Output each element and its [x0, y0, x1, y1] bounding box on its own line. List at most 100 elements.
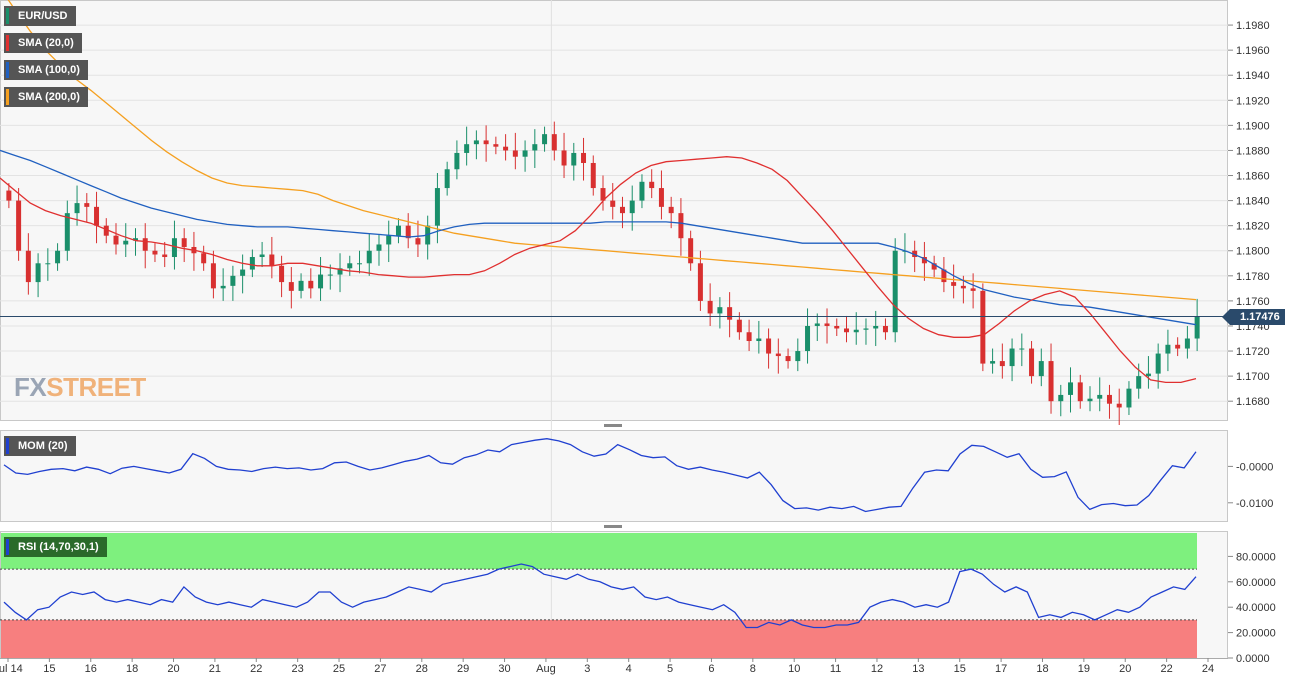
candle-body — [483, 140, 489, 145]
candle-body — [863, 328, 869, 330]
legend-eurusd[interactable]: EUR/USD — [4, 6, 76, 26]
candle-body — [590, 162, 596, 189]
candle-body — [1087, 398, 1093, 402]
y-tick-label: 1.1680 — [1236, 396, 1270, 408]
y-tick-label: 1.1700 — [1236, 371, 1270, 383]
legend-sma100[interactable]: SMA (100,0) — [4, 60, 88, 80]
y-tick-label: 1.1780 — [1236, 271, 1270, 283]
candle-body — [259, 254, 265, 258]
candle-body — [64, 213, 70, 251]
candle-body — [814, 323, 820, 326]
candle-body — [220, 285, 226, 289]
x-tick-label: Aug — [536, 663, 556, 675]
x-tick-label: 18 — [126, 663, 138, 675]
candle-body — [298, 280, 304, 291]
candle-body — [775, 353, 781, 357]
candle-body — [532, 144, 538, 151]
candle-body — [1068, 382, 1074, 395]
x-tick-label: 12 — [871, 663, 883, 675]
legend-sma20[interactable]: SMA (20,0) — [4, 33, 82, 53]
candle-body — [1116, 403, 1122, 408]
candle-body — [171, 238, 177, 258]
candle-body — [132, 238, 138, 241]
candle-body — [473, 140, 479, 145]
candle-body — [55, 250, 61, 264]
candle-body — [892, 250, 898, 333]
candle-body — [434, 188, 440, 226]
x-tick-label: 25 — [333, 663, 345, 675]
candle-body — [882, 325, 888, 333]
candle-body — [415, 238, 421, 245]
y-tick-label: 1.1800 — [1236, 246, 1270, 258]
rsi-line — [3, 563, 1197, 629]
x-tick-label: 28 — [416, 663, 428, 675]
candle-body — [1106, 394, 1112, 404]
candle-body — [1029, 348, 1035, 377]
rsi-y-tick-label: 20.0000 — [1236, 628, 1276, 640]
x-tick-label: 16 — [85, 663, 97, 675]
candle-body — [746, 332, 752, 342]
candle-body — [795, 351, 801, 362]
candle-body — [834, 325, 840, 329]
rsi-overbought-zone — [1, 533, 1197, 570]
candle-body — [921, 257, 927, 264]
x-tick-label: 17 — [995, 663, 1007, 675]
candle-body — [45, 263, 51, 265]
candle-body — [785, 356, 791, 362]
legend-rsi[interactable]: RSI (14,70,30,1) — [4, 537, 107, 557]
candle-body — [619, 206, 625, 214]
x-tick-label: 8 — [750, 663, 756, 675]
candle-body — [736, 319, 742, 333]
candle-body — [123, 240, 129, 245]
candle-body — [279, 265, 285, 283]
y-tick-label: 1.1820 — [1236, 221, 1270, 233]
candle-body — [668, 206, 674, 214]
candle-body — [454, 152, 460, 170]
candle-body — [571, 152, 577, 166]
candle-body — [649, 181, 655, 189]
candle-body — [756, 338, 762, 342]
y-tick-label: 1.1920 — [1236, 95, 1270, 107]
legend-mom-label: MOM (20) — [18, 440, 68, 452]
y-tick-label: 1.1760 — [1236, 296, 1270, 308]
candle-body — [74, 203, 80, 214]
candle-body — [1165, 344, 1171, 354]
rsi-y-tick-label: 80.0000 — [1236, 551, 1276, 563]
candle-body — [1175, 344, 1181, 349]
candle-body — [1058, 394, 1064, 402]
candle-body — [16, 200, 22, 251]
candle-body — [561, 150, 567, 166]
candle-body — [210, 263, 216, 289]
x-tick-label: 22 — [250, 663, 262, 675]
candle-body — [405, 225, 411, 239]
candle-body — [941, 269, 947, 283]
candle-body — [201, 253, 207, 264]
legend-mom[interactable]: MOM (20) — [4, 436, 76, 456]
logo-part1: FX — [14, 372, 47, 402]
legend-sma200[interactable]: SMA (200,0) — [4, 87, 88, 107]
x-tick-label: 15 — [43, 663, 55, 675]
candle-body — [990, 361, 996, 364]
x-tick-label: 21 — [209, 663, 221, 675]
candle-body — [581, 152, 587, 163]
x-tick-label: 4 — [626, 663, 632, 675]
x-tick-label: 20 — [167, 663, 179, 675]
candle-body — [610, 200, 616, 207]
candle-body — [843, 328, 849, 333]
x-tick-label: 15 — [954, 663, 966, 675]
fxstreet-logo: FXSTREET — [14, 372, 146, 403]
candle-body — [1184, 338, 1190, 349]
y-tick-label: 1.1880 — [1236, 145, 1270, 157]
candle-body — [951, 282, 957, 286]
candle-body — [142, 238, 148, 251]
candle-body — [551, 134, 557, 151]
candle-body — [327, 274, 333, 276]
candle-body — [1097, 394, 1103, 399]
candle-body — [318, 274, 324, 289]
mom-y-tick-label: -0.0100 — [1236, 498, 1273, 510]
x-tick-label: 29 — [457, 663, 469, 675]
rsi-y-tick-label: 40.0000 — [1236, 602, 1276, 614]
logo-part2: STREET — [46, 372, 146, 402]
candle-body — [1019, 348, 1025, 350]
y-tick-label: 1.1940 — [1236, 70, 1270, 82]
